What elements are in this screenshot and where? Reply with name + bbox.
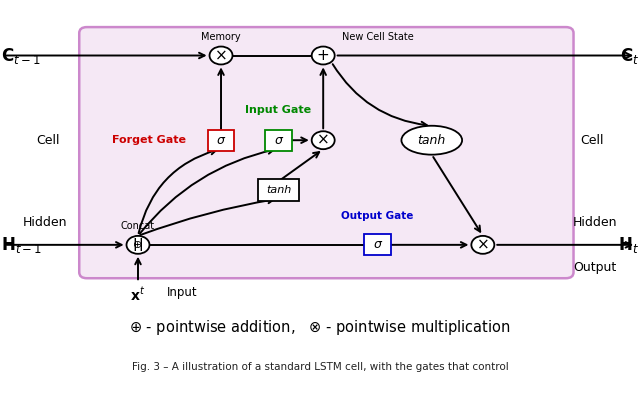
FancyBboxPatch shape [79, 27, 573, 278]
Circle shape [471, 236, 494, 254]
Circle shape [312, 46, 335, 64]
Text: σ: σ [374, 238, 381, 251]
FancyBboxPatch shape [364, 234, 391, 255]
Text: Output Gate: Output Gate [341, 211, 413, 221]
Text: $\mathbf{H}_{t-1}$: $\mathbf{H}_{t-1}$ [1, 235, 42, 255]
Text: Input: Input [167, 286, 197, 299]
Text: $\mathbf{C}_t$: $\mathbf{C}_t$ [620, 46, 639, 66]
Text: +: + [317, 48, 330, 63]
Text: |: | [133, 238, 138, 251]
FancyBboxPatch shape [265, 130, 292, 151]
Text: $\mathbf{H}_t$: $\mathbf{H}_t$ [618, 235, 639, 255]
Text: |: | [138, 238, 143, 251]
Text: Input Gate: Input Gate [245, 105, 312, 115]
FancyBboxPatch shape [207, 130, 234, 151]
Ellipse shape [401, 126, 462, 155]
Text: Memory: Memory [201, 32, 241, 42]
Text: $\mathbf{C}_{t-1}$: $\mathbf{C}_{t-1}$ [1, 46, 40, 66]
Text: Hidden: Hidden [572, 216, 617, 229]
Text: Cell: Cell [580, 134, 604, 147]
Text: tanh: tanh [418, 134, 446, 147]
Text: Fig. 3 – A illustration of a standard LSTM cell, with the gates that control: Fig. 3 – A illustration of a standard LS… [132, 362, 508, 372]
Text: Cell: Cell [36, 134, 60, 147]
Text: σ: σ [217, 134, 225, 147]
Circle shape [209, 46, 232, 64]
Circle shape [127, 236, 150, 254]
Text: ×: × [317, 133, 330, 148]
Text: Concat: Concat [121, 221, 155, 231]
Text: Forget Gate: Forget Gate [112, 135, 186, 145]
Text: ×: × [214, 48, 227, 63]
Text: $\oplus$ - pointwise addition,   $\otimes$ - pointwise multiplication: $\oplus$ - pointwise addition, $\otimes$… [129, 318, 511, 336]
Text: $\mathbf{x}^t$: $\mathbf{x}^t$ [131, 286, 146, 304]
Text: ⊕: ⊕ [133, 240, 143, 250]
Circle shape [127, 236, 150, 254]
Text: Hidden: Hidden [23, 216, 68, 229]
Text: Output: Output [573, 261, 617, 274]
Text: ×: × [476, 237, 489, 252]
Text: New Cell State: New Cell State [342, 32, 413, 42]
FancyBboxPatch shape [259, 179, 299, 201]
Circle shape [312, 131, 335, 149]
Text: σ: σ [275, 134, 282, 147]
Text: tanh: tanh [266, 185, 291, 195]
